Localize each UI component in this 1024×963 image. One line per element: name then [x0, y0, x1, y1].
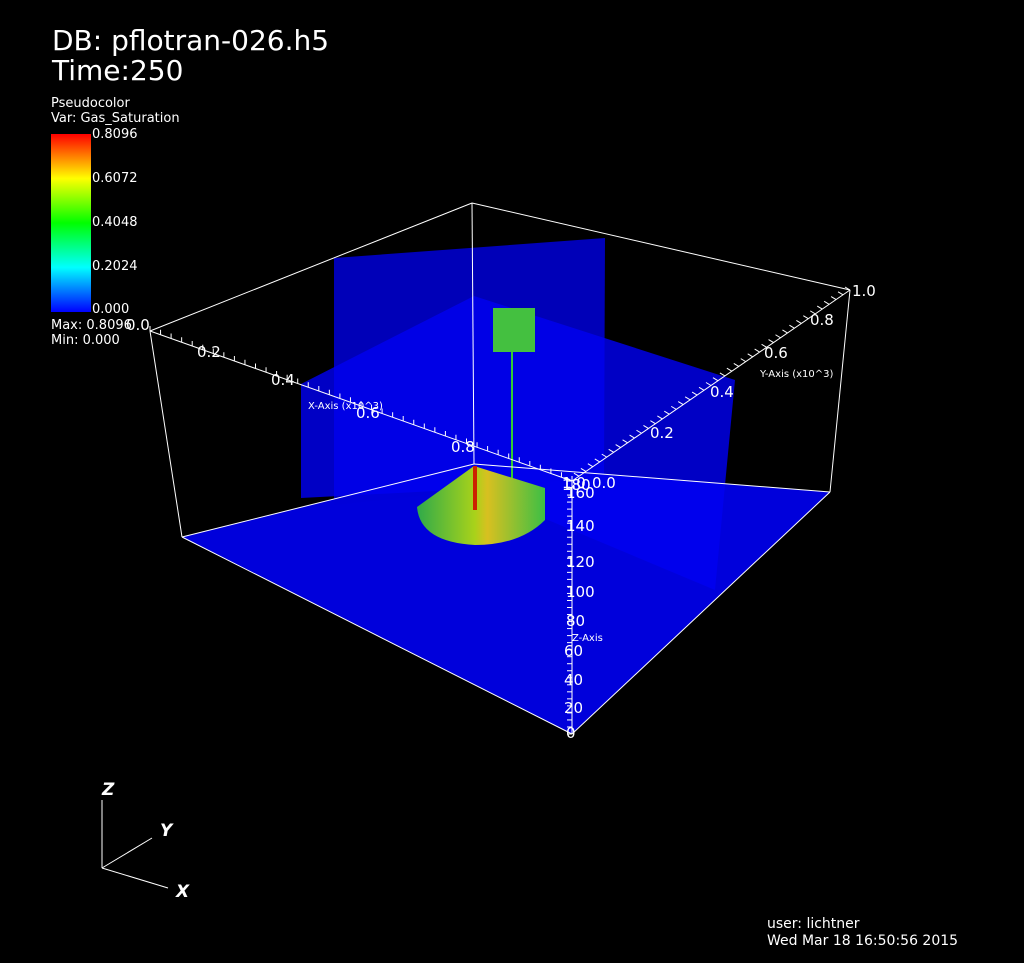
legend-plot-type: Pseudocolor: [51, 96, 130, 111]
x-tick-label: 0.6: [356, 404, 380, 422]
triad-y-label: Y: [160, 821, 174, 841]
legend-tick: 0.6072: [92, 171, 138, 186]
z-tick-label: 60: [564, 642, 583, 660]
legend-tick: 0.4048: [92, 215, 138, 230]
y-tick-label: 1.0: [852, 282, 876, 300]
z-tick-label: 120: [566, 553, 595, 571]
z-tick-label: 180: [562, 476, 591, 494]
y-tick-label: 0.4: [710, 383, 734, 401]
x-tick-label: 0.2: [197, 343, 221, 361]
legend-tick: 0.000: [92, 302, 130, 317]
legend-max: Max: 0.8096: [51, 318, 132, 333]
x-tick-label: 1.0: [562, 474, 586, 492]
z-tick-label: 80: [566, 612, 585, 630]
y-axis-title: Y-Axis (x10^3): [759, 369, 834, 380]
legend-variable: Var: Gas_Saturation: [51, 111, 180, 126]
time-label: Time:250: [52, 54, 184, 87]
orientation-triad: [101, 800, 169, 889]
triad-x-label: X: [175, 882, 190, 902]
z-tick-label: 100: [566, 583, 595, 601]
x-tick-label: 0.4: [271, 371, 295, 389]
colorbar: [51, 134, 91, 312]
timestamp-label: Wed Mar 18 16:50:56 2015: [767, 933, 959, 949]
front-slice: [301, 296, 735, 590]
triad-z-label: Z: [101, 780, 115, 800]
y-tick-label: 0.2: [650, 424, 674, 442]
x-tick-label: 0.0: [126, 316, 150, 334]
legend-tick: 0.2024: [92, 259, 138, 274]
database-title: DB: pflotran-026.h5: [52, 24, 330, 57]
z-tick-label: 20: [564, 699, 583, 717]
x-tick-label: 0.8: [451, 438, 475, 456]
axis-tickmarks: [149, 286, 851, 735]
y-tick-label: 0.6: [764, 344, 788, 362]
z-tick-label: 0: [566, 724, 576, 742]
z-axis-title: Z-Axis: [572, 633, 603, 644]
user-label: user: lichtner: [767, 916, 860, 932]
legend-min: Min: 0.000: [51, 333, 120, 348]
z-tick-label: 140: [566, 517, 595, 535]
z-tick-label: 40: [564, 671, 583, 689]
y-tick-label: 0.0: [592, 474, 616, 492]
plume-top: [493, 308, 535, 352]
legend-tick: 0.8096: [92, 127, 138, 142]
x-axis-title: X-Axis (x10^3): [308, 401, 383, 412]
z-tick-label: 160: [566, 484, 595, 502]
plume-base: [417, 466, 545, 545]
y-tick-label: 0.8: [810, 311, 834, 329]
